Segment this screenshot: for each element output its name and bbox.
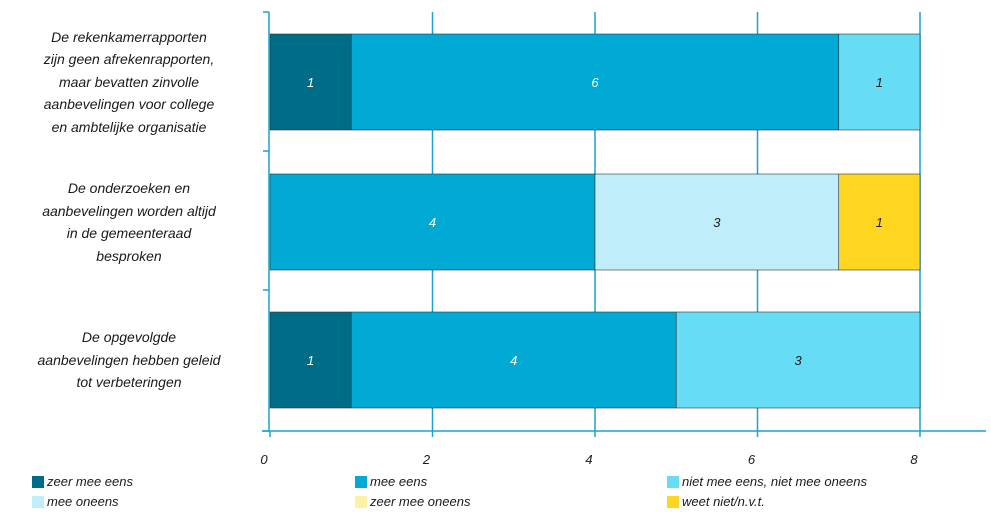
category-label-line: aanbevelingen worden altijd [42,202,216,219]
data-label: 4 [510,353,517,368]
data-label: 4 [429,215,436,230]
category-label-line: De onderzoeken en [67,180,191,196]
bar-segment [269,311,352,409]
legend-swatch [32,495,44,508]
legend-label: niet mee eens, niet mee oneens [682,474,868,489]
legend-swatch [355,495,367,508]
category-label-line: en ambtelijke organisatie [51,118,207,135]
legend-swatch [667,475,679,488]
data-label: 3 [713,215,721,230]
legend-item: zeer mee eens [32,474,133,489]
legend-label: zeer mee eens [47,474,133,489]
data-label: 6 [591,75,599,90]
category-label-line: De rekenkamerrapporten [51,28,207,45]
bar-segment [838,33,921,131]
category-label-line: De opgevolgde [81,329,177,346]
bar-segment [269,173,596,271]
legend-item: mee oneens [32,494,119,509]
category-label: De opgevolgde aanbevelingen hebben geleid… [4,326,254,394]
data-label: 1 [876,75,883,90]
legend-item: mee eens [355,474,427,489]
legend-item: weet niet/n.v.t. [667,494,765,509]
x-tick-label: 0 [260,452,268,467]
legend-item: zeer mee oneens [355,494,470,509]
x-tick-label: 2 [422,452,431,467]
x-tick-label: 8 [910,452,918,467]
legend-label: mee eens [370,474,428,489]
category-label-line: in de gemeenteraad [66,225,192,241]
data-label: 1 [307,353,314,368]
x-tick-label: 6 [748,452,756,467]
legend-swatch [667,495,679,508]
data-label: 1 [876,215,883,230]
x-tick-label: 4 [585,452,592,467]
category-label-line: tot verbeteringen [76,374,182,391]
data-label: 1 [307,75,314,90]
data-label: 3 [795,353,803,368]
legend-swatch [355,475,367,488]
bar-segment [594,173,840,271]
category-label-line: aanbevelingen voor college [43,96,215,113]
category-label: De rekenkamerrapporten zijn geen afrekenr… [4,26,254,139]
bar-segment [350,311,677,409]
category-label-line: besproken [96,247,162,264]
category-label-line: aanbevelingen hebben geleid [37,351,221,368]
bar-segment [350,33,840,131]
legend-label: zeer mee oneens [370,494,471,509]
legend-swatch [32,475,44,488]
bar-segment [838,173,921,271]
bar-segment [269,33,352,131]
legend-label: weet niet/n.v.t. [682,494,765,509]
category-label-line: maar bevatten zinvolle [58,73,200,90]
legend-item: niet mee eens, niet mee oneens [667,474,867,489]
legend-label: mee oneens [47,494,119,509]
category-label-line: zijn geen afrekenrapporten, [43,51,215,68]
bar-segment [675,311,921,409]
category-label: De onderzoeken en aanbevelingen worden al… [4,177,254,267]
